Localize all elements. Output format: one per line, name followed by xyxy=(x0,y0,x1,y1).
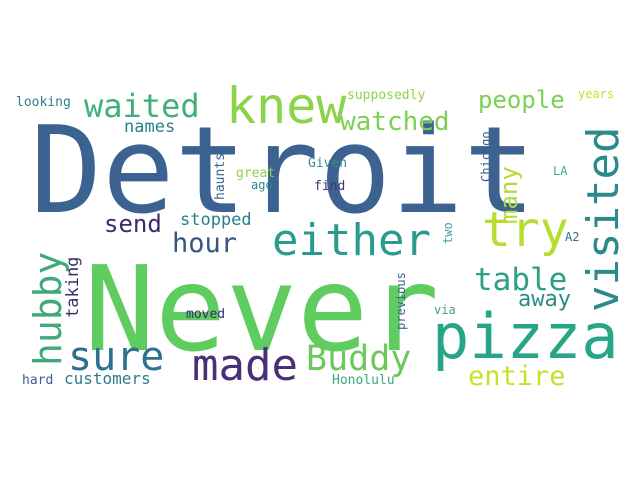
word-either: either xyxy=(272,215,431,266)
word-watched: watched xyxy=(340,107,450,137)
word-hour: hour xyxy=(172,228,237,259)
word-haunts: haunts xyxy=(213,153,228,200)
word-table: table xyxy=(474,262,567,298)
word-taking: taking xyxy=(63,257,83,318)
word-chicago: Chicago xyxy=(479,131,493,182)
word-la: LA xyxy=(553,164,568,178)
word-entire: entire xyxy=(468,361,566,392)
word-years: years xyxy=(578,87,614,101)
word-two: two xyxy=(441,222,455,244)
word-hard: hard xyxy=(22,373,53,388)
word-pizza: pizza xyxy=(432,300,619,373)
word-hubby: hubby xyxy=(26,252,70,366)
word-ago: ago xyxy=(251,178,273,192)
word-stopped: stopped xyxy=(180,210,252,230)
word-detroit: Detroit xyxy=(30,102,536,241)
word-waited: waited xyxy=(84,87,200,125)
word-names: names xyxy=(124,117,175,137)
word-a2: A2 xyxy=(565,230,579,244)
word-great: great xyxy=(236,166,275,181)
word-people: people xyxy=(478,86,565,114)
word-previous: previous xyxy=(394,272,408,330)
word-looking: looking xyxy=(16,95,71,110)
word-buddy: Buddy xyxy=(306,339,411,379)
word-knew: knew xyxy=(226,77,347,135)
word-try: try xyxy=(482,202,569,258)
word-via: via xyxy=(434,303,456,317)
word-made: made xyxy=(192,340,298,391)
word-find: find xyxy=(314,179,345,194)
word-never: Never xyxy=(84,240,439,378)
word-honolulu: Honolulu xyxy=(332,373,395,388)
word-moved: moved xyxy=(186,307,225,322)
word-given: Given xyxy=(308,156,347,171)
word-supposedly: supposedly xyxy=(347,88,425,103)
word-send: send xyxy=(104,210,162,238)
word-customers: customers xyxy=(64,369,151,388)
word-visited: visited xyxy=(578,127,629,312)
word-many: many xyxy=(495,166,523,224)
word-sure: sure xyxy=(68,334,164,380)
word-away: away xyxy=(518,287,571,312)
